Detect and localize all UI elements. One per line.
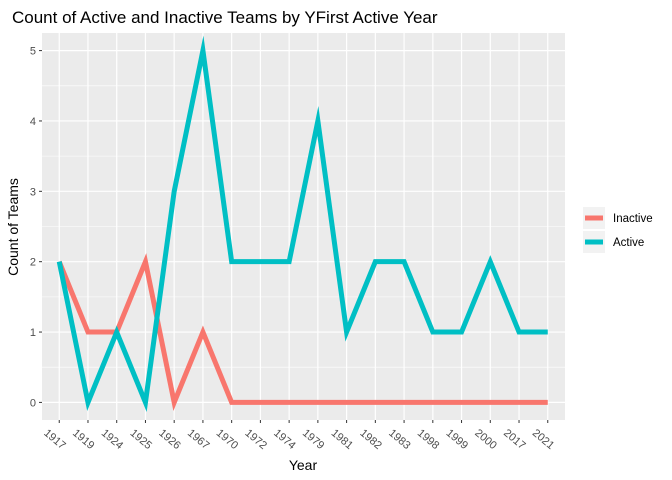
series-line-active xyxy=(56,35,548,413)
x-tick-label: 1999 xyxy=(444,427,470,452)
x-tick-label: 1919 xyxy=(70,427,96,452)
y-axis-title: Count of Teams xyxy=(5,178,21,276)
x-tick-label: 1967 xyxy=(185,427,211,452)
x-axis-title: Year xyxy=(289,457,318,473)
y-tick-label: 4 xyxy=(30,116,36,128)
x-tick-label: 2021 xyxy=(530,427,556,452)
series-layer xyxy=(56,35,548,413)
major-gridlines xyxy=(42,33,565,420)
chart-title: Count of Active and Inactive Teams by YF… xyxy=(12,8,438,27)
series-line-inactive xyxy=(56,253,548,411)
y-tick-label: 3 xyxy=(30,186,36,198)
y-tick-label: 2 xyxy=(30,257,36,269)
x-tick-label: 1926 xyxy=(156,427,182,452)
legend-label-active: Active xyxy=(613,237,644,249)
x-axis-ticks: 1917 1919 1924 1925 1926 1967 1970 1972 1974 1979… xyxy=(41,420,556,452)
x-tick-label: 1972 xyxy=(242,427,268,452)
legend-label-inactive: Inactive xyxy=(613,213,653,225)
x-tick-label: 1998 xyxy=(415,427,441,452)
x-tick-label: 1974 xyxy=(271,427,297,452)
legend: Inactive Active xyxy=(582,205,653,255)
x-tick-label: 1970 xyxy=(214,427,240,452)
y-tick-label: 1 xyxy=(30,327,36,339)
y-tick-label: 5 xyxy=(30,46,36,58)
x-tick-label: 1924 xyxy=(99,427,125,452)
x-tick-label: 1979 xyxy=(300,427,326,452)
x-tick-label: 1983 xyxy=(386,427,412,452)
x-tick-label: 1982 xyxy=(357,427,383,452)
x-tick-label: 1925 xyxy=(128,427,154,452)
y-tick-label: 0 xyxy=(30,397,36,409)
y-axis-ticks: 0 1 2 3 4 5 xyxy=(30,46,42,409)
x-tick-label: 2000 xyxy=(472,427,498,452)
x-tick-label: 1981 xyxy=(329,427,355,452)
x-tick-label: 2017 xyxy=(501,427,527,452)
x-tick-label: 1917 xyxy=(41,427,67,452)
